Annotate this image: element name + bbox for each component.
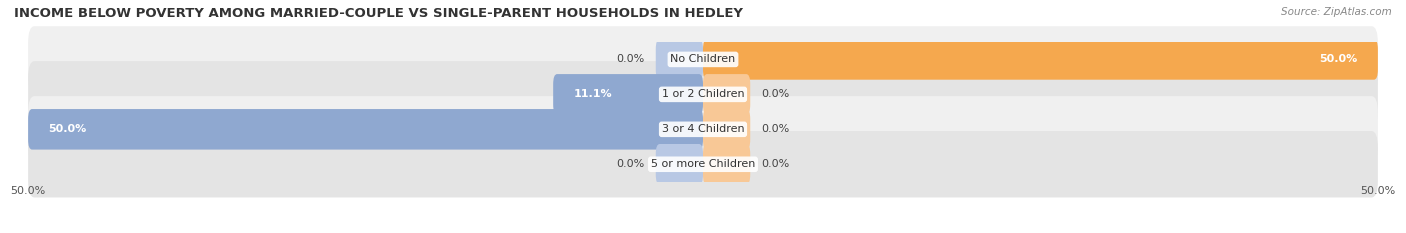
FancyBboxPatch shape	[28, 26, 1378, 93]
FancyBboxPatch shape	[655, 39, 703, 80]
Text: 0.0%: 0.0%	[761, 124, 789, 134]
FancyBboxPatch shape	[28, 109, 703, 150]
Text: 1 or 2 Children: 1 or 2 Children	[662, 89, 744, 99]
Text: 0.0%: 0.0%	[617, 55, 645, 64]
Text: No Children: No Children	[671, 55, 735, 64]
FancyBboxPatch shape	[553, 74, 703, 115]
FancyBboxPatch shape	[703, 39, 1378, 80]
Text: 5 or more Children: 5 or more Children	[651, 159, 755, 169]
Text: 0.0%: 0.0%	[761, 159, 789, 169]
FancyBboxPatch shape	[28, 131, 1378, 198]
FancyBboxPatch shape	[703, 109, 751, 150]
Text: 50.0%: 50.0%	[1319, 55, 1358, 64]
Text: 3 or 4 Children: 3 or 4 Children	[662, 124, 744, 134]
Text: 0.0%: 0.0%	[617, 159, 645, 169]
Text: 50.0%: 50.0%	[48, 124, 87, 134]
FancyBboxPatch shape	[28, 96, 1378, 163]
Text: 0.0%: 0.0%	[761, 89, 789, 99]
Text: Source: ZipAtlas.com: Source: ZipAtlas.com	[1281, 7, 1392, 17]
Text: INCOME BELOW POVERTY AMONG MARRIED-COUPLE VS SINGLE-PARENT HOUSEHOLDS IN HEDLEY: INCOME BELOW POVERTY AMONG MARRIED-COUPL…	[14, 7, 742, 20]
FancyBboxPatch shape	[28, 61, 1378, 128]
FancyBboxPatch shape	[703, 74, 751, 115]
FancyBboxPatch shape	[655, 144, 703, 185]
Text: 11.1%: 11.1%	[574, 89, 612, 99]
FancyBboxPatch shape	[703, 144, 751, 185]
